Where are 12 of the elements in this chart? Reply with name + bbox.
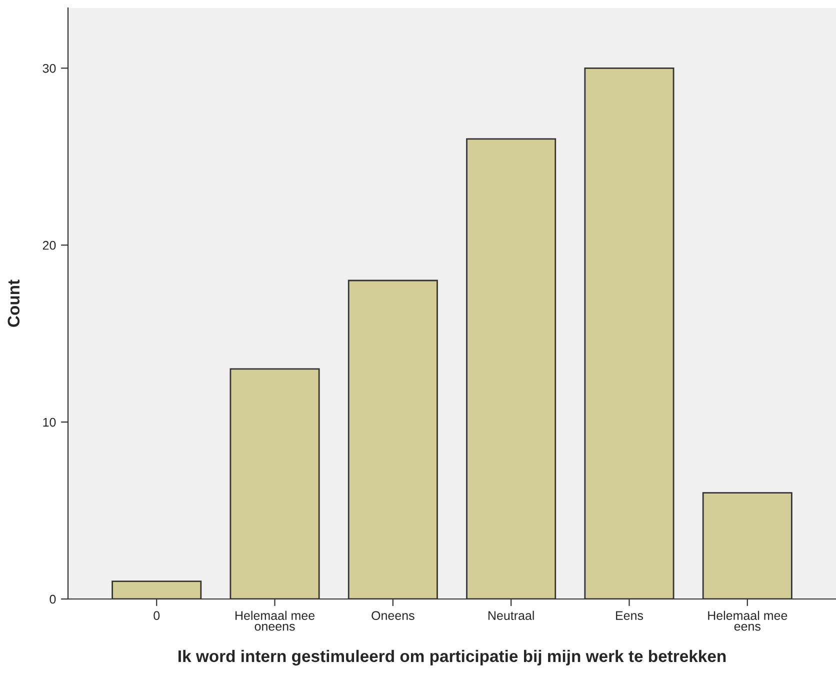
x-tick-label: 0 bbox=[154, 611, 160, 620]
y-tick-label: 10 bbox=[43, 418, 56, 427]
x-tick-label: Neutraal bbox=[488, 610, 534, 620]
x-tick-label: Oneens bbox=[372, 611, 414, 620]
x-axis-title: Ik word intern gestimuleerd om participatie bij mijn werk te betrekken bbox=[178, 650, 726, 666]
y-axis-title: Count bbox=[8, 280, 20, 327]
y-tick-label: 0 bbox=[50, 594, 56, 604]
y-tick-label: 20 bbox=[42, 240, 56, 250]
x-tick-label: Helemaal mee oneens bbox=[236, 610, 315, 631]
y-tick-label: 30 bbox=[42, 64, 56, 73]
x-tick-label: Eens bbox=[616, 611, 644, 620]
x-tick-label: Helemaal mee eens bbox=[708, 610, 788, 631]
